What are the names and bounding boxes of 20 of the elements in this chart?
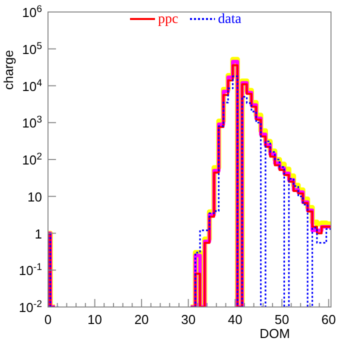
x-tick-label: 20 (134, 312, 149, 327)
x-axis-title: DOM (260, 326, 290, 341)
y-tick-label: 10$^{-1}$ (18, 262, 42, 278)
y-tick-label: 10$^{-2}$ (18, 298, 42, 315)
x-tick-label: 10 (88, 312, 102, 327)
x-tick-label: 40 (228, 312, 242, 327)
legend-label: ppc (158, 12, 178, 27)
y-tick-label: 10$^{2}$ (22, 151, 42, 168)
legend-label: data (218, 12, 242, 27)
y-tick-label: 10$^{4}$ (22, 77, 43, 94)
y-tick-label: 1 (34, 226, 42, 242)
y-tick-label: 10$^{3}$ (22, 114, 42, 131)
y-tick-label: 10$^{6}$ (22, 4, 42, 20)
x-tick-label: 50 (274, 312, 290, 327)
x-tick-label: 60 (321, 312, 336, 327)
y-tick-label: 10 (28, 189, 42, 204)
x-tick-label: 30 (181, 312, 196, 327)
y-tick-label: 10$^{5}$ (22, 40, 43, 57)
x-tick-label: 0 (44, 312, 52, 327)
y-axis-title: charge (1, 50, 16, 90)
